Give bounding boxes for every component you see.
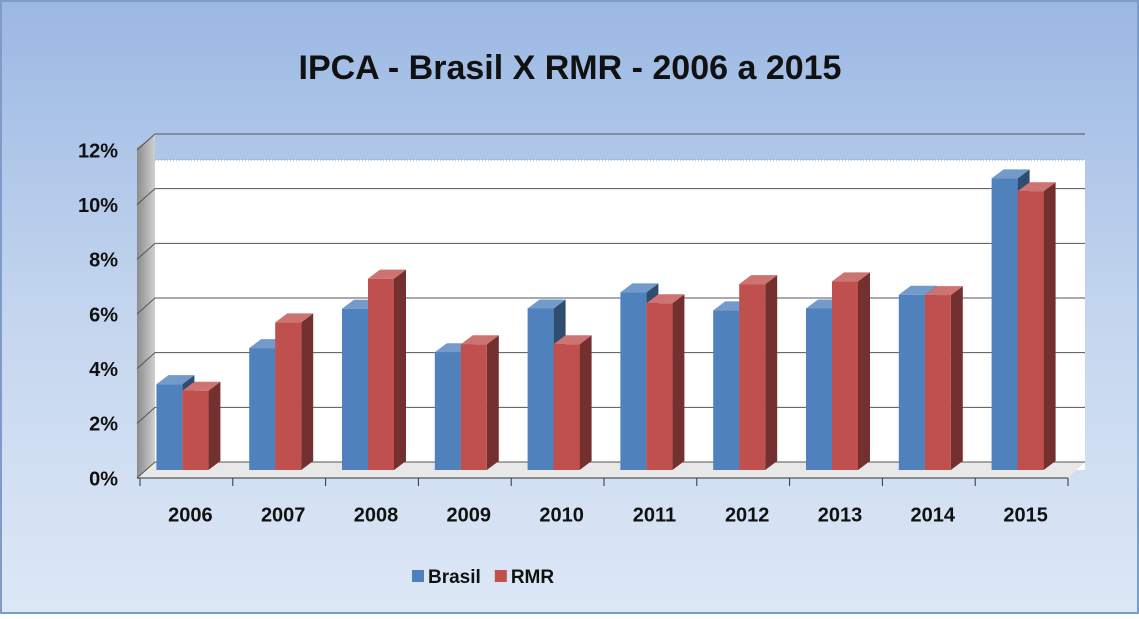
bar (924, 295, 951, 470)
bar (646, 303, 673, 470)
bar (342, 308, 368, 470)
y-tick-label: 0% (89, 468, 118, 490)
y-tick-label: 8% (89, 250, 118, 272)
bar (156, 384, 183, 470)
bar-top (527, 299, 566, 309)
bar (620, 292, 647, 470)
bar (832, 281, 858, 470)
bar (713, 310, 740, 470)
x-tick-label: 2014 (911, 504, 956, 526)
bar-side (672, 294, 685, 470)
bar (182, 390, 209, 470)
bar-top (553, 335, 592, 345)
bar-side (486, 335, 499, 470)
bar (1017, 191, 1044, 470)
bar-top (739, 275, 778, 285)
bar-side (301, 313, 314, 470)
legend-swatch (494, 570, 507, 582)
bar-top (460, 335, 499, 345)
x-tick-label: 2012 (725, 504, 770, 526)
bar-side (1043, 182, 1056, 470)
x-tick-label: 2007 (261, 504, 306, 526)
legend-swatch (412, 570, 424, 582)
bar-side (950, 286, 963, 470)
legend-label: Brasil (428, 567, 481, 588)
x-tick-label: 2013 (818, 504, 863, 526)
bar (249, 348, 276, 470)
bar-top (182, 381, 221, 391)
bar (434, 352, 461, 470)
bar (368, 278, 394, 470)
bar (806, 308, 832, 470)
bar (991, 178, 1018, 470)
x-tick-label: 2008 (354, 504, 399, 526)
bar (275, 322, 302, 470)
bar-side (765, 275, 778, 470)
grid-line (136, 242, 1085, 260)
y-tick-label: 2% (89, 414, 118, 436)
bar-top (368, 269, 406, 279)
bar-top (646, 294, 685, 304)
grid-line (136, 188, 1085, 206)
bar-top (156, 375, 195, 385)
bar-top (1017, 182, 1056, 192)
bar (553, 344, 580, 470)
bar (527, 308, 554, 470)
x-tick-label: 2011 (633, 504, 676, 526)
x-tick-label: 2009 (447, 504, 492, 526)
x-tick-label: 2006 (168, 504, 213, 526)
bar-side (858, 272, 870, 470)
y-tick-label: 4% (89, 359, 118, 381)
y-tick-label: 6% (89, 304, 118, 326)
chart-title: IPCA - Brasil X RMR - 2006 a 2015 (299, 49, 842, 87)
bar-top (620, 283, 659, 293)
bar-top (991, 169, 1030, 179)
bar (739, 284, 766, 470)
bar (460, 344, 487, 470)
bar-top (924, 286, 963, 296)
bar-top (898, 285, 937, 295)
bar-side (208, 381, 221, 470)
y-tick-label: 12% (78, 140, 118, 162)
bar (898, 294, 925, 470)
x-tick-label: 2010 (539, 504, 584, 526)
grid-line (136, 133, 1085, 151)
x-tick-label: 2015 (1003, 504, 1048, 526)
legend-label: RMR (511, 567, 555, 588)
y-tick-label: 10% (78, 195, 118, 217)
bar-top (275, 313, 314, 323)
bar-side (394, 269, 406, 470)
bar-side (579, 335, 592, 470)
bar-top (832, 272, 870, 282)
